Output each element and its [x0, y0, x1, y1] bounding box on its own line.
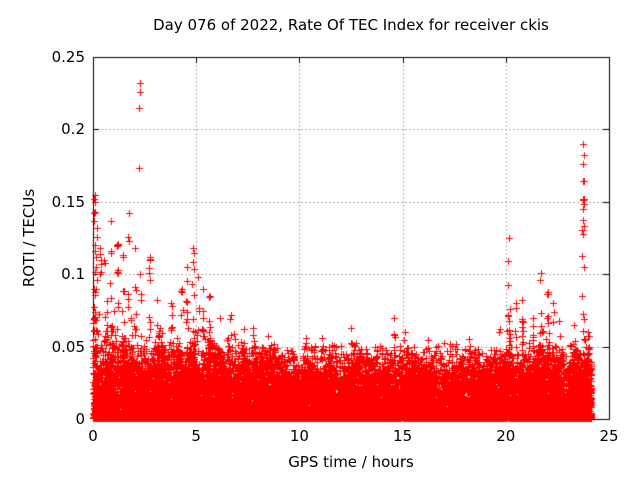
chart-title: Day 076 of 2022, Rate Of TEC Index for r…	[153, 16, 549, 34]
x-tick-label: 0	[88, 427, 98, 445]
x-tick-label: 20	[496, 427, 516, 445]
x-tick-label: 10	[289, 427, 309, 445]
y-tick-label: 0	[75, 410, 85, 428]
x-tick-label: 25	[599, 427, 619, 445]
x-tick-label: 5	[191, 427, 201, 445]
y-tick-label: 0.05	[51, 337, 85, 356]
y-tick-label: 0.15	[51, 192, 85, 211]
y-tick-label: 0.2	[61, 120, 85, 139]
y-tick-label: 0.1	[61, 265, 85, 284]
x-axis-label: GPS time / hours	[288, 453, 414, 471]
y-tick-label: 0.25	[51, 48, 85, 66]
x-tick-label: 15	[393, 427, 413, 445]
